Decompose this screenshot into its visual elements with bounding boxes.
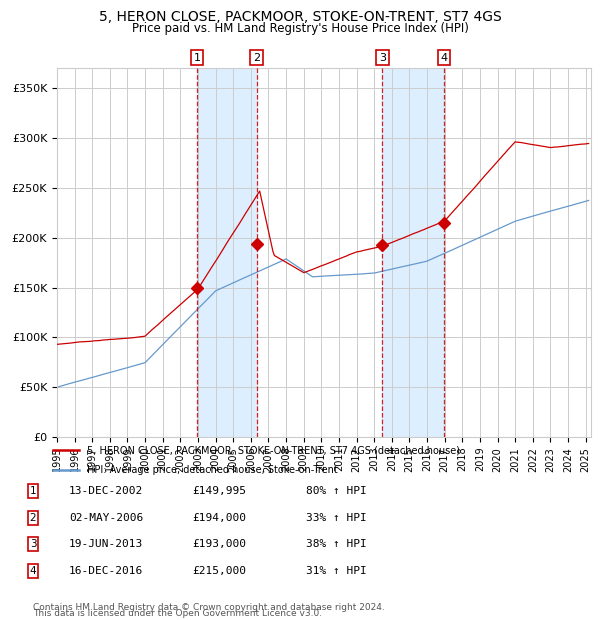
Text: 4: 4 [440,53,448,63]
Text: 33% ↑ HPI: 33% ↑ HPI [306,513,367,523]
Text: 02-MAY-2006: 02-MAY-2006 [69,513,143,523]
Text: 1: 1 [194,53,200,63]
Text: HPI: Average price, detached house, Stoke-on-Trent: HPI: Average price, detached house, Stok… [87,466,338,476]
Text: 5, HERON CLOSE, PACKMOOR, STOKE-ON-TRENT, ST7 4GS: 5, HERON CLOSE, PACKMOOR, STOKE-ON-TRENT… [98,10,502,24]
Text: This data is licensed under the Open Government Licence v3.0.: This data is licensed under the Open Gov… [33,609,322,618]
Text: 16-DEC-2016: 16-DEC-2016 [69,566,143,576]
Text: 2: 2 [29,513,37,523]
Text: 2: 2 [253,53,260,63]
Text: 80% ↑ HPI: 80% ↑ HPI [306,486,367,496]
Text: 3: 3 [379,53,386,63]
Text: £194,000: £194,000 [192,513,246,523]
Bar [197,68,257,437]
Text: 1: 1 [29,486,37,496]
Text: 3: 3 [29,539,37,549]
Text: 19-JUN-2013: 19-JUN-2013 [69,539,143,549]
Text: 31% ↑ HPI: 31% ↑ HPI [306,566,367,576]
Text: Contains HM Land Registry data © Crown copyright and database right 2024.: Contains HM Land Registry data © Crown c… [33,603,385,612]
Text: 38% ↑ HPI: 38% ↑ HPI [306,539,367,549]
Text: £193,000: £193,000 [192,539,246,549]
Text: Price paid vs. HM Land Registry's House Price Index (HPI): Price paid vs. HM Land Registry's House … [131,22,469,35]
Text: £149,995: £149,995 [192,486,246,496]
Text: £215,000: £215,000 [192,566,246,576]
Text: 5, HERON CLOSE, PACKMOOR, STOKE-ON-TRENT, ST7 4GS (detached house): 5, HERON CLOSE, PACKMOOR, STOKE-ON-TRENT… [87,445,460,455]
Text: 4: 4 [29,566,37,576]
Bar [382,68,444,437]
Text: 13-DEC-2002: 13-DEC-2002 [69,486,143,496]
